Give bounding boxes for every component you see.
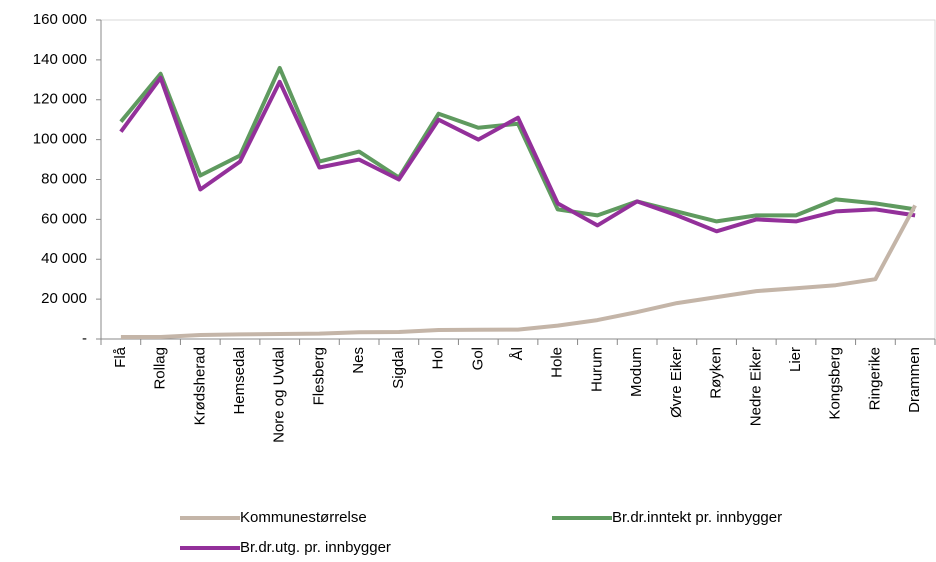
x-tick-label: Hurum: [588, 347, 605, 392]
y-tick-label: 160 000: [33, 11, 87, 28]
x-tick-label: Flå: [112, 346, 129, 367]
x-tick-label: Flesberg: [310, 347, 327, 405]
x-tick-label: Nedre Eiker: [747, 347, 764, 426]
x-tick-label: Ringerike: [866, 347, 883, 410]
x-tick-label: Sigdal: [390, 347, 407, 389]
y-tick-label: 40 000: [41, 250, 87, 267]
y-tick-label: 80 000: [41, 170, 87, 187]
y-tick-label: -: [82, 330, 87, 347]
x-tick-label: Hol: [430, 347, 447, 370]
x-tick-label: Hemsedal: [231, 347, 248, 415]
y-tick-label: 60 000: [41, 210, 87, 227]
x-tick-label: Røyken: [708, 347, 725, 399]
x-tick-label: Rollag: [152, 347, 169, 390]
series-line: [119, 65, 916, 224]
x-tick-label: Hole: [549, 347, 566, 378]
y-tick-label: 120 000: [33, 91, 87, 108]
series-line: [119, 75, 916, 234]
x-tick-label: Nore og Uvdal: [271, 347, 288, 443]
legend-label: Br.dr.utg. pr. innbygger: [240, 539, 391, 556]
x-tick-label: Kongsberg: [827, 347, 844, 420]
x-tick-label: Ål: [509, 347, 526, 360]
x-tick-label: Gol: [469, 347, 486, 370]
plot-frame: [100, 19, 936, 340]
x-tick-label: Krødsherad: [191, 347, 208, 425]
y-tick-label: 140 000: [33, 51, 87, 68]
legend-label: Br.dr.inntekt pr. innbygger: [612, 509, 782, 526]
legend-label: Kommunestørrelse: [240, 509, 367, 526]
x-tick-label: Drammen: [906, 347, 923, 413]
x-tick-label: Øvre Eiker: [668, 347, 685, 418]
x-tick-label: Modum: [628, 347, 645, 397]
x-tick-label: Nes: [350, 347, 367, 374]
series-line: [120, 204, 917, 339]
x-tick-label: Lier: [787, 347, 804, 372]
y-tick-label: 20 000: [41, 290, 87, 307]
y-tick-label: 100 000: [33, 131, 87, 148]
